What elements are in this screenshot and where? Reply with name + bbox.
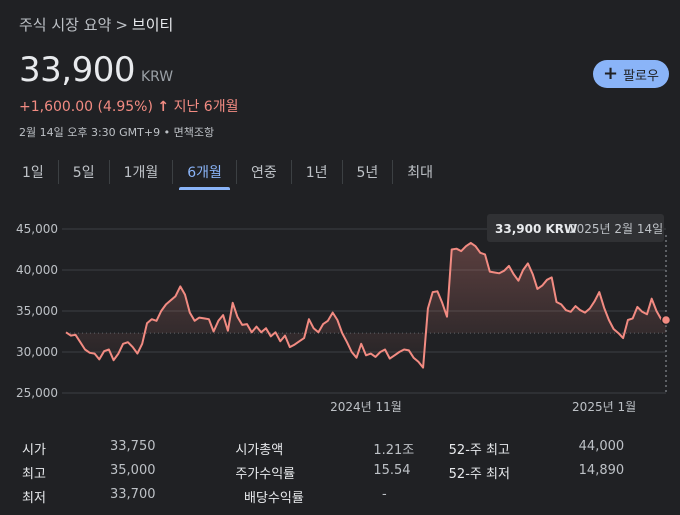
x-tick-label: 2025년 1월	[572, 400, 636, 414]
follow-button-label: 팔로우	[623, 68, 659, 84]
breadcrumb: 주식 시장 요약 > 브이티	[19, 14, 173, 35]
tab-label: 5일	[72, 165, 95, 181]
stat-pe-ratio: 주가수익률 15.54	[235, 463, 448, 482]
currency-code: KRW	[140, 69, 174, 85]
y-tick-label: 25,000	[16, 386, 58, 400]
disclaimer-link[interactable]: 면책조항	[173, 126, 215, 139]
tab-max[interactable]: 최대	[393, 160, 447, 184]
price-change: +1,600.00 (4.95%) ↑ 지난 6개월	[19, 96, 238, 116]
stat-label: 주가수익률	[235, 466, 296, 482]
tab-label: 1개월	[123, 165, 159, 181]
plus-icon: +	[603, 63, 619, 84]
current-price: 33,900	[19, 50, 135, 90]
stat-value: 15.54	[373, 462, 411, 478]
last-point-marker	[660, 314, 672, 326]
stat-label: 배당수익률	[244, 490, 304, 506]
price-chart[interactable]: 25,000 30,000 35,000 40,000 45,000 2024년 11월 2…	[0, 205, 680, 420]
stat-value: 33,700	[110, 486, 156, 502]
stat-value: 33,750	[110, 438, 156, 454]
tab-1d[interactable]: 1일	[8, 160, 59, 184]
quote-timestamp: 2월 14일 오후 3:30 GMT+9	[19, 126, 161, 139]
y-tick-label: 40,000	[16, 263, 58, 277]
stats-row: 최고 35,000 주가수익률 15.54 52-주 최저 14,890	[22, 460, 662, 484]
y-tick-label: 45,000	[16, 222, 58, 236]
stat-market-cap: 시가총액 1.21조	[235, 439, 448, 458]
quote-meta: 2월 14일 오후 3:30 GMT+9 • 면책조항	[19, 124, 214, 140]
arrow-up-icon: ↑	[157, 99, 170, 115]
tab-ytd[interactable]: 연중	[237, 160, 292, 184]
range-tabs: 1일 5일 1개월 6개월 연중 1년 5년 최대	[8, 160, 447, 190]
breadcrumb-current: 브이티	[131, 16, 174, 34]
stat-label: 시가	[22, 442, 46, 458]
stat-52w-low: 52-주 최저 14,890	[449, 463, 662, 482]
stat-label: 최고	[22, 466, 46, 482]
tooltip-date: 2025년 2월 14일	[569, 222, 663, 236]
x-tick-label: 2024년 11월	[330, 400, 402, 414]
meta-bullet: •	[163, 126, 171, 139]
tab-6m[interactable]: 6개월	[173, 160, 237, 190]
price-row: 33,900 KRW	[19, 50, 173, 90]
stat-value: -	[382, 486, 387, 502]
y-tick-label: 30,000	[16, 345, 58, 359]
stat-label: 52-주 최저	[448, 466, 510, 482]
change-period: 지난 6개월	[173, 99, 239, 115]
follow-button[interactable]: + 팔로우	[593, 60, 669, 88]
stats-row: 시가 33,750 시가총액 1.21조 52-주 최고 44,000	[22, 436, 662, 460]
tooltip-box	[487, 214, 664, 242]
stat-value: 35,000	[110, 462, 156, 478]
stat-value: 44,000	[578, 438, 625, 454]
tab-5y[interactable]: 5년	[343, 160, 394, 184]
stat-value: 14,890	[578, 462, 625, 478]
y-tick-label: 35,000	[16, 304, 58, 318]
tab-label: 1년	[305, 165, 328, 181]
stats-row: 최저 33,700 배당수익률 -	[22, 484, 662, 508]
stat-open: 시가 33,750	[22, 439, 235, 458]
tab-label: 연중	[250, 165, 277, 181]
stat-value: 1.21조	[373, 442, 415, 458]
tooltip-price: 33,900 KRW	[495, 222, 577, 236]
stat-high: 최고 35,000	[22, 463, 235, 482]
breadcrumb-separator: >	[115, 16, 128, 34]
price-area-fill	[66, 242, 666, 368]
stat-52w-high: 52-주 최고 44,000	[449, 439, 662, 458]
tab-1y[interactable]: 1년	[292, 160, 343, 184]
tab-label: 5년	[356, 165, 379, 181]
tab-1m[interactable]: 1개월	[110, 160, 174, 184]
tab-label: 1일	[22, 165, 44, 181]
stat-dividend-yield: 배당수익률 -	[244, 487, 466, 506]
price-line	[65, 241, 667, 369]
stat-label: 52-주 최고	[448, 442, 510, 458]
tab-5d[interactable]: 5일	[59, 160, 110, 184]
breadcrumb-parent-link[interactable]: 주식 시장 요약	[19, 16, 112, 34]
change-amount: +1,600.00 (4.95%)	[19, 99, 153, 115]
stat-label: 최저	[22, 490, 46, 506]
stat-low: 최저 33,700	[22, 487, 244, 506]
stat-label: 시가총액	[235, 442, 284, 458]
tab-label: 6개월	[187, 165, 222, 181]
tab-label: 최대	[407, 165, 434, 181]
key-stats: 시가 33,750 시가총액 1.21조 52-주 최고 44,000 최고 35,00…	[22, 436, 662, 508]
